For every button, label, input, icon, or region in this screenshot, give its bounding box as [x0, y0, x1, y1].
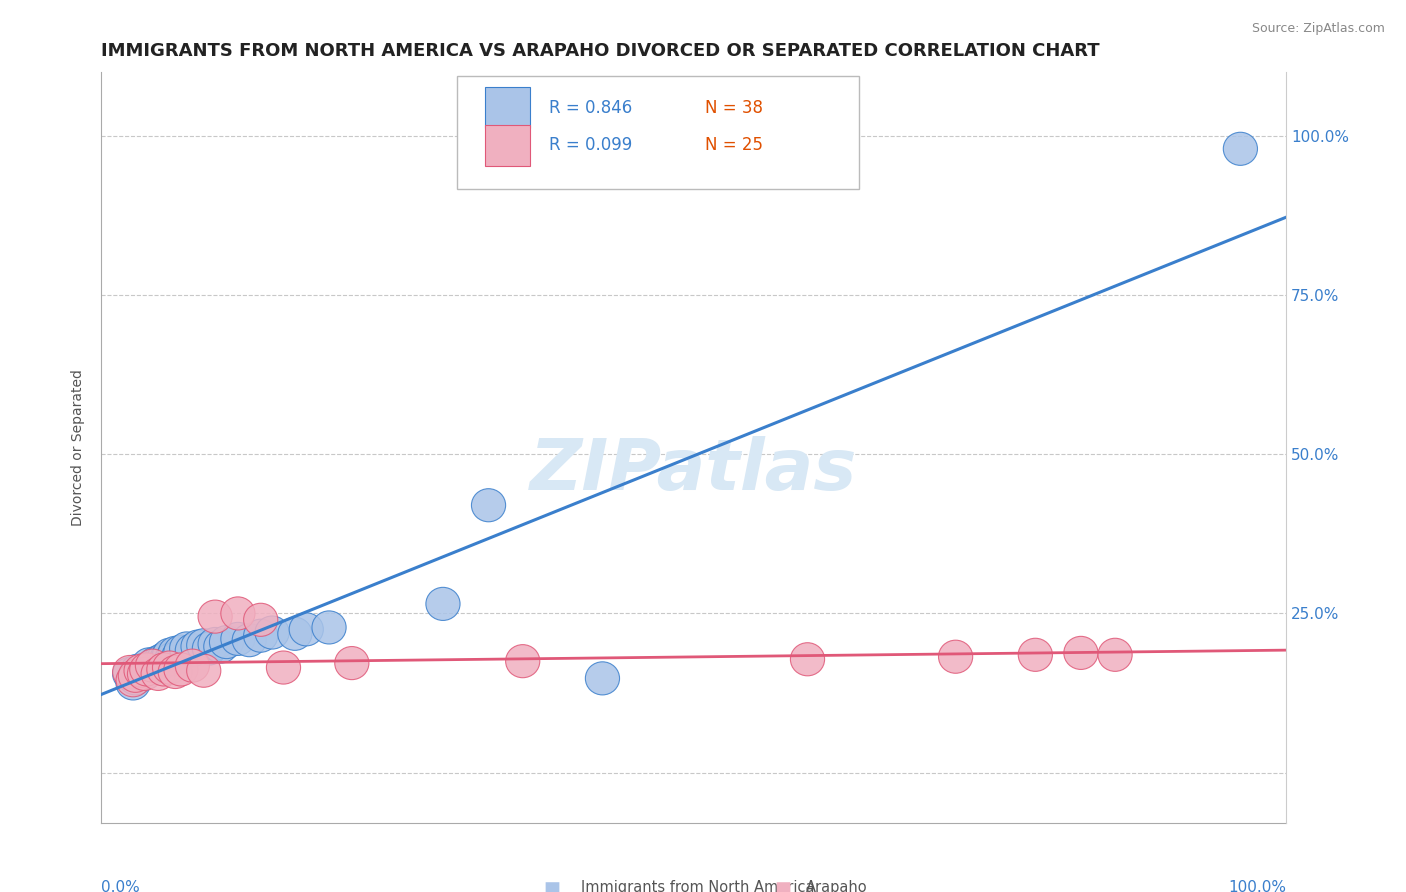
Ellipse shape — [193, 632, 226, 665]
Ellipse shape — [135, 651, 170, 684]
Ellipse shape — [117, 664, 150, 697]
Ellipse shape — [152, 639, 187, 672]
Text: Immigrants from North America: Immigrants from North America — [581, 880, 814, 892]
Ellipse shape — [112, 656, 146, 689]
Ellipse shape — [198, 627, 232, 661]
Ellipse shape — [1098, 639, 1132, 672]
Ellipse shape — [128, 657, 162, 690]
Ellipse shape — [165, 653, 198, 686]
Text: Source: ZipAtlas.com: Source: ZipAtlas.com — [1251, 22, 1385, 36]
Ellipse shape — [471, 489, 506, 522]
Ellipse shape — [121, 654, 155, 687]
Text: 100.0%: 100.0% — [1227, 880, 1286, 892]
Ellipse shape — [181, 630, 215, 663]
Ellipse shape — [187, 654, 221, 687]
Ellipse shape — [124, 654, 157, 687]
Ellipse shape — [146, 643, 181, 676]
Y-axis label: Divorced or Separated: Divorced or Separated — [72, 369, 86, 526]
Text: ZIPatlas: ZIPatlas — [530, 436, 858, 505]
FancyBboxPatch shape — [457, 76, 859, 189]
FancyBboxPatch shape — [485, 125, 530, 166]
Ellipse shape — [162, 640, 195, 673]
Ellipse shape — [312, 611, 346, 644]
Ellipse shape — [585, 662, 620, 695]
Ellipse shape — [157, 656, 193, 689]
Ellipse shape — [143, 645, 177, 678]
Ellipse shape — [155, 643, 188, 676]
Text: Arapaho: Arapaho — [806, 880, 868, 892]
Ellipse shape — [198, 600, 232, 633]
Ellipse shape — [335, 647, 368, 680]
Ellipse shape — [939, 640, 973, 673]
Ellipse shape — [1018, 639, 1053, 672]
Ellipse shape — [141, 649, 176, 682]
Text: R = 0.099: R = 0.099 — [550, 136, 633, 154]
Text: ■: ■ — [543, 880, 560, 892]
Ellipse shape — [221, 597, 254, 630]
Ellipse shape — [118, 662, 152, 695]
Ellipse shape — [146, 653, 181, 686]
Ellipse shape — [278, 617, 312, 650]
Ellipse shape — [150, 641, 184, 674]
Text: ■: ■ — [773, 880, 792, 892]
Ellipse shape — [132, 648, 166, 681]
Ellipse shape — [266, 651, 301, 684]
Ellipse shape — [1223, 132, 1257, 165]
Ellipse shape — [426, 587, 460, 621]
Ellipse shape — [118, 659, 152, 692]
Ellipse shape — [243, 619, 278, 652]
Text: N = 38: N = 38 — [706, 99, 763, 117]
Ellipse shape — [176, 649, 209, 682]
Text: 0.0%: 0.0% — [101, 880, 141, 892]
Ellipse shape — [135, 649, 170, 682]
Ellipse shape — [204, 630, 238, 663]
Ellipse shape — [506, 645, 540, 678]
FancyBboxPatch shape — [485, 87, 530, 128]
Ellipse shape — [243, 603, 278, 636]
Ellipse shape — [112, 657, 146, 690]
Ellipse shape — [129, 653, 165, 686]
Ellipse shape — [129, 656, 165, 689]
Ellipse shape — [165, 635, 198, 668]
Ellipse shape — [117, 667, 150, 700]
Ellipse shape — [290, 613, 323, 646]
Ellipse shape — [139, 647, 173, 680]
Ellipse shape — [170, 632, 204, 665]
Text: N = 25: N = 25 — [706, 136, 763, 154]
Ellipse shape — [187, 629, 221, 662]
Ellipse shape — [790, 643, 824, 676]
Ellipse shape — [209, 625, 243, 658]
Ellipse shape — [141, 657, 176, 690]
Ellipse shape — [152, 651, 187, 684]
Ellipse shape — [221, 623, 254, 656]
Ellipse shape — [157, 636, 193, 670]
Ellipse shape — [176, 634, 209, 667]
Text: IMMIGRANTS FROM NORTH AMERICA VS ARAPAHO DIVORCED OR SEPARATED CORRELATION CHART: IMMIGRANTS FROM NORTH AMERICA VS ARAPAHO… — [101, 42, 1099, 60]
Ellipse shape — [232, 624, 266, 657]
Ellipse shape — [124, 657, 157, 690]
Text: R = 0.846: R = 0.846 — [550, 99, 633, 117]
Ellipse shape — [128, 653, 162, 686]
Ellipse shape — [254, 616, 290, 649]
Ellipse shape — [1064, 636, 1098, 670]
